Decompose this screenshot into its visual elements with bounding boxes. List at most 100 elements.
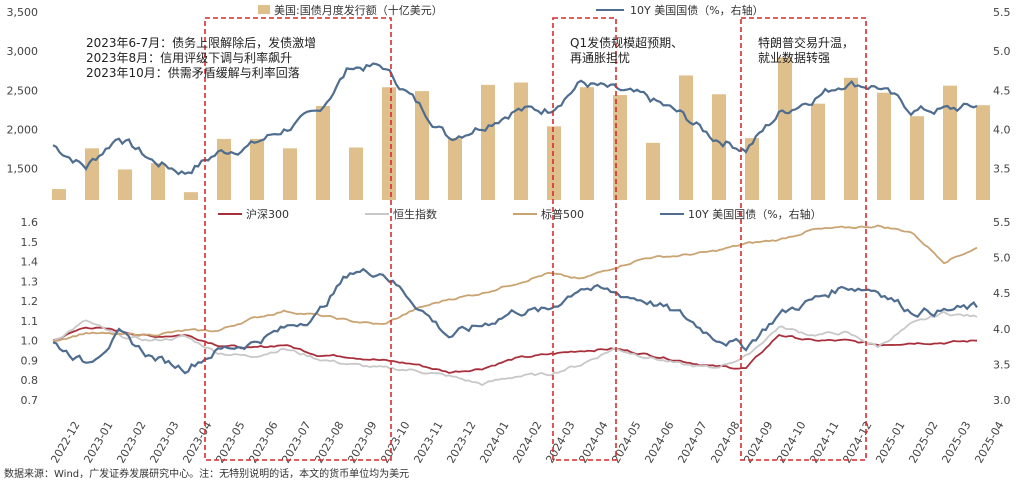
issuance-bar [679, 75, 693, 200]
x-tick-label: 2025-04 [972, 419, 1006, 465]
highlight-box [204, 17, 392, 461]
issuance-bar [217, 138, 231, 200]
y-right-tick: 3.5 [993, 163, 1011, 176]
x-tick-label: 2023-06 [246, 419, 280, 465]
legend-swatch-bar [258, 5, 270, 14]
annotations: 2023年6-7月：债务上限解除后，发债激增2023年8月：信用评级下调与利率飙… [86, 35, 854, 80]
legend-label: 沪深300 [246, 207, 289, 221]
issuance-bar [613, 95, 627, 200]
issuance-bar [448, 138, 462, 200]
y-left-tick: 2,500 [7, 84, 39, 97]
y-right-tick: 5.0 [993, 252, 1011, 265]
issuance-bar [514, 82, 528, 200]
issuance-bar [184, 192, 198, 200]
top-panel-issuance-vs-10y: 3,500 3,000 2,500 2,000 1,500 5.5 5.0 4.5 4.0 3.5… [7, 3, 1011, 200]
series-line [52, 311, 978, 387]
series-line [52, 267, 978, 375]
annotation-text: 2023年8月：信用评级下调与利率飙升 [86, 50, 292, 65]
issuance-bar [976, 105, 990, 200]
issuance-bar [745, 138, 759, 200]
y-left-tick: 3,500 [7, 6, 39, 19]
annotation-text: 特朗普交易升温， [758, 35, 854, 50]
x-tick-label: 2023-11 [411, 419, 445, 465]
legend-label: 美国:国债月度发行额（十亿美元） [274, 3, 443, 17]
y-left-tick: 1.2 [21, 295, 39, 308]
x-tick-label: 2023-04 [180, 419, 214, 465]
x-tick-label: 2025-03 [939, 419, 973, 465]
y-left-tick: 1.4 [21, 256, 39, 269]
highlight-box [740, 17, 867, 461]
ust10y-line-top [52, 62, 978, 176]
legend-label: 恒生指数 [393, 207, 437, 221]
issuance-bar [316, 106, 330, 200]
x-tick-label: 2025-02 [906, 419, 940, 465]
issuance-bar [382, 87, 396, 200]
x-tick-label: 2024-05 [609, 419, 643, 465]
issuance-bar [415, 91, 429, 200]
issuance-bar [646, 142, 660, 200]
x-tick-label: 2024-08 [708, 419, 742, 465]
issuance-bar [844, 77, 858, 200]
x-tick-label: 2024-11 [807, 419, 841, 465]
x-tick-label: 2023-07 [279, 419, 313, 465]
annotation-text: 再通胀担忧 [570, 51, 630, 65]
issuance-bar [349, 147, 363, 200]
y-left-tick: 2,000 [7, 124, 39, 137]
x-tick-label: 2024-02 [510, 419, 544, 465]
issuance-bar [580, 87, 594, 200]
x-tick-label: 2024-06 [642, 419, 676, 465]
issuance-bar [811, 103, 825, 200]
issuance-bar [910, 116, 924, 200]
y-right-tick: 4.5 [993, 287, 1011, 300]
annotation-text: 2023年10月：供需矛盾缓解与利率回落 [86, 65, 300, 80]
y-left-tick: 1,500 [7, 163, 39, 176]
issuance-bar [877, 92, 891, 200]
issuance-bar [151, 163, 165, 200]
issuance-bar [250, 138, 264, 200]
x-tick-label: 2024-12 [840, 419, 874, 465]
issuance-bar [52, 189, 66, 200]
x-tick-label: 2023-09 [345, 419, 379, 465]
legend-label: 10Y 美国国债（%，右轴） [688, 207, 822, 221]
bottom-panel-indices-vs-10y: 1.6 1.5 1.4 1.3 1.2 1.1 1.0 0.9 0.8 0.7 5.5 5.0 4.5 4… [21, 207, 1011, 466]
x-tick-label: 2023-01 [81, 419, 115, 465]
y-right-tick: 3.0 [993, 394, 1011, 407]
x-tick-label: 2024-01 [477, 419, 511, 465]
highlight-box [552, 17, 617, 461]
x-tick-label: 2024-10 [774, 419, 808, 465]
issuance-bar [712, 94, 726, 200]
x-tick-label: 2023-12 [444, 419, 478, 465]
issuance-bar [481, 84, 495, 200]
y-left-tick: 1.6 [21, 216, 39, 229]
y-left-tick: 1.1 [21, 315, 39, 328]
y-right-tick: 4.0 [993, 323, 1011, 336]
y-left-tick: 1.0 [21, 335, 39, 348]
issuance-bar [283, 148, 297, 200]
annotation-text: 就业数据转强 [758, 50, 830, 65]
x-tick-label: 2023-10 [378, 419, 412, 465]
x-tick-label: 2022-12 [48, 419, 82, 465]
legend-label: 标普500 [541, 207, 584, 221]
x-tick-label: 2024-07 [675, 419, 709, 465]
x-tick-label: 2024-09 [741, 419, 775, 465]
y-left-tick: 0.9 [21, 354, 39, 367]
annotation-text: Q1发债规模超预期、 [570, 35, 683, 50]
x-tick-label: 2023-05 [213, 419, 247, 465]
issuance-bar [943, 85, 957, 200]
x-tick-label: 2024-03 [543, 419, 577, 465]
y-left-tick: 1.5 [21, 236, 39, 249]
x-tick-label: 2024-04 [576, 419, 610, 465]
series-line [52, 326, 978, 374]
issuance-bar [547, 126, 561, 200]
highlight-boxes [204, 17, 867, 461]
source-note: 数据来源：Wind，广发证券发展研究中心。注：无特别说明的话，本文的货币单位均为… [4, 467, 409, 480]
y-left-tick: 0.7 [21, 394, 39, 407]
y-right-tick: 4.0 [993, 124, 1011, 137]
y-right-tick: 3.5 [993, 358, 1011, 371]
x-tick-label: 2023-03 [147, 419, 181, 465]
y-right-tick: 4.5 [993, 84, 1011, 97]
x-tick-label: 2023-08 [312, 419, 346, 465]
issuance-bar [85, 148, 99, 200]
x-tick-label: 2025-01 [873, 419, 907, 465]
